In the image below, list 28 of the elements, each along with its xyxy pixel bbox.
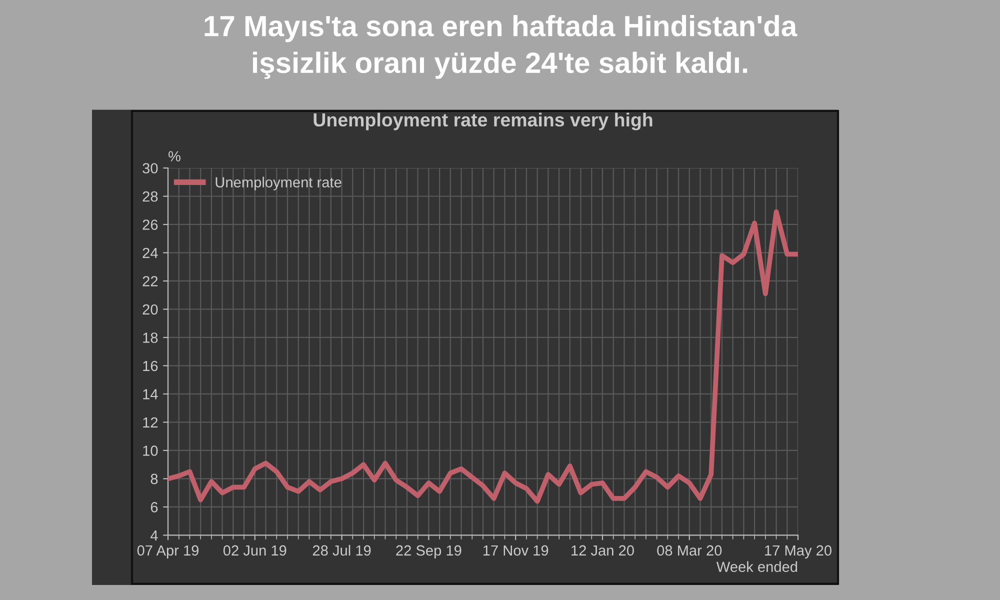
x-tick-label: 08 Mar 20 (657, 545, 722, 556)
y-tick-label: 24 (142, 248, 158, 258)
y-axis-title: % (168, 151, 180, 162)
y-tick-label: 14 (143, 389, 158, 400)
y-tick-label: 12 (143, 417, 158, 428)
x-tick-label: 02 Jun 19 (223, 545, 286, 556)
y-tick-label: 6 (150, 502, 158, 512)
y-tick-label: 26 (142, 220, 158, 230)
x-tick-label: 12 Jan 20 (572, 545, 634, 556)
chart-subtitle: Unemployment rate remains very high (314, 112, 652, 130)
x-tick-label: 07 Apr 19 (137, 545, 199, 559)
y-tick-label: 28 (142, 191, 158, 202)
y-tick-label: 8 (150, 474, 158, 484)
y-tick-label: 16 (143, 360, 158, 372)
chart-title: 17 Mayıs'ta sona eren haftada Hindistan'da işsizlik oranı yüzde 24'te sabit kaldı. (204, 15, 798, 79)
y-tick-label: 22 (142, 276, 158, 286)
y-tick-label: 4 (150, 530, 158, 540)
y-tick-label: 30 (142, 163, 158, 174)
x-tick-label: 22 Sep 19 (396, 545, 462, 559)
x-tick-label: 17 Nov 19 (483, 545, 548, 556)
y-tick-label: 10 (143, 446, 158, 456)
line-series (168, 209, 798, 504)
x-tick-label: 28 Jul 19 (312, 544, 371, 556)
x-axis-title: Week ended (716, 561, 798, 572)
legend-label: Unemployment rate (216, 176, 342, 190)
y-tick-label: 18 (143, 332, 158, 343)
y-tick-label: 20 (142, 304, 158, 315)
x-tick-label: 17 May 20 (765, 545, 832, 559)
